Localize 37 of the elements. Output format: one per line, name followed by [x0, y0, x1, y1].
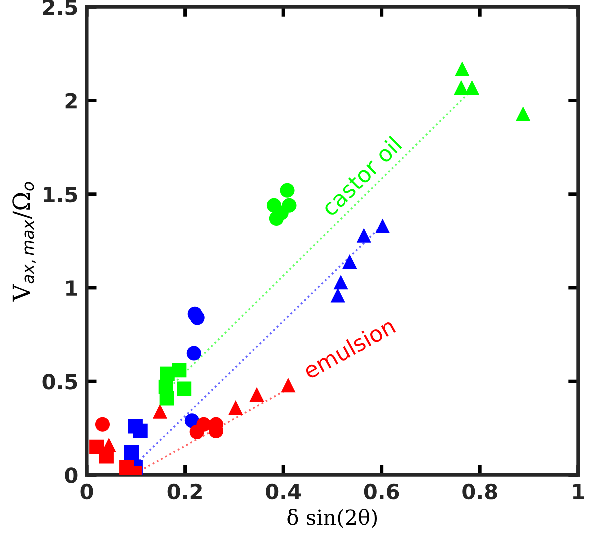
point	[464, 80, 480, 95]
y-tick-label: 2	[66, 93, 77, 109]
point	[330, 288, 346, 303]
y-tick-label: 2.5	[43, 0, 78, 16]
point	[124, 445, 140, 460]
y-axis-title: V$_{ax,max}$/Ω$_{o}$	[12, 182, 36, 302]
y-tick-label: 0.5	[42, 374, 78, 390]
point	[190, 310, 205, 326]
x-tick-label: 1	[573, 484, 584, 500]
x-tick-label: 0.8	[462, 484, 498, 500]
x-tick-label: 0.6	[364, 484, 400, 500]
y-tick-label: 1	[66, 280, 78, 296]
point	[334, 275, 348, 290]
point	[133, 424, 148, 438]
x-tick-label: 0.4	[266, 484, 302, 500]
y-tick-label: 0	[65, 468, 78, 484]
point	[376, 218, 390, 234]
point	[342, 254, 358, 270]
point	[516, 106, 531, 122]
point	[455, 62, 470, 76]
point	[280, 183, 295, 198]
point	[356, 228, 372, 243]
point	[95, 417, 110, 432]
point	[177, 382, 192, 396]
point	[228, 400, 244, 416]
point	[172, 363, 187, 378]
point	[250, 387, 264, 402]
point	[281, 378, 296, 393]
point	[186, 346, 202, 361]
point	[454, 80, 469, 95]
point	[196, 417, 212, 432]
x-tick-label: 0	[80, 484, 94, 500]
point	[152, 404, 168, 419]
y-tick-label: 1.5	[44, 187, 78, 203]
x-axis-title: δ sin(2θ)	[288, 509, 378, 528]
point	[160, 391, 174, 406]
x-tick-label: 0.2	[168, 484, 202, 500]
